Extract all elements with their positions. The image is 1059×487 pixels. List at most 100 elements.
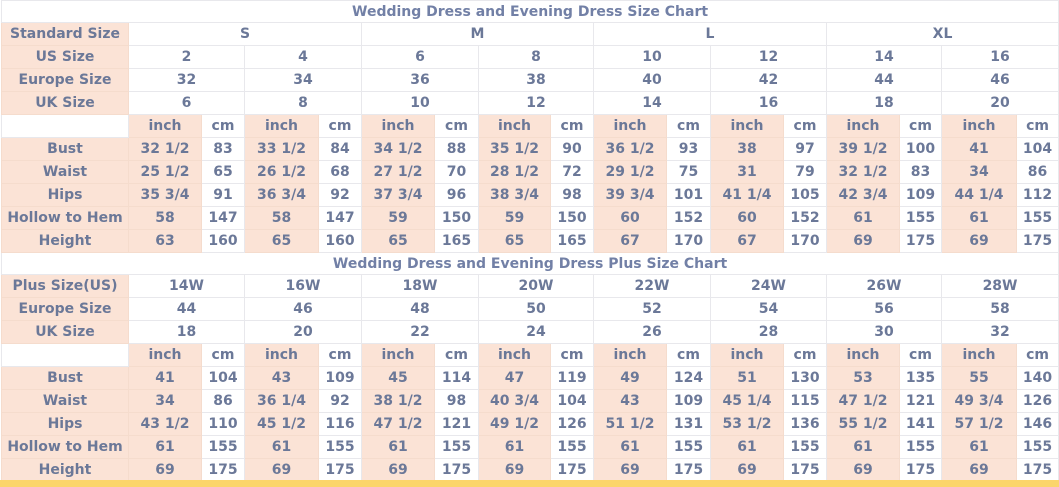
inch-value: 60 — [593, 206, 667, 230]
us-size-cell: 14W — [128, 274, 245, 298]
uk-size-cell: 22 — [361, 320, 479, 344]
cm-value: 155 — [318, 435, 362, 459]
measure-label: Height — [1, 229, 129, 253]
inch-value: 47 1/2 — [826, 389, 900, 413]
measure-label: Hollow to Hem — [1, 206, 129, 230]
inch-value: 61 — [128, 435, 202, 459]
europe-size-cell: 50 — [478, 297, 594, 321]
cm-value: 175 — [201, 458, 245, 482]
measure-row-bust: Bust 32 1/2 83 33 1/2 84 34 1/2 88 35 1/2 90 36 1… — [1, 137, 1059, 161]
europe-size-cell: 40 — [593, 68, 711, 92]
inch-value: 69 — [710, 458, 784, 482]
cm-value: 86 — [1015, 160, 1059, 184]
cm-value: 104 — [201, 366, 245, 390]
inch-value: 59 — [478, 206, 551, 230]
bottom-accent-bar — [0, 480, 1059, 487]
uk-size-cell: 32 — [940, 320, 1059, 344]
cm-value: 175 — [1015, 229, 1059, 253]
measure-row-hips: Hips 43 1/2 110 45 1/2 116 47 1/2 121 49 1/2 126… — [1, 412, 1059, 436]
europe-size-cell: 34 — [244, 68, 362, 92]
cm-value: 101 — [666, 183, 711, 207]
inch-value: 60 — [710, 206, 784, 230]
europe-size-cell: 32 — [128, 68, 245, 92]
inch-value: 38 1/2 — [361, 389, 435, 413]
inch-value: 49 3/4 — [941, 389, 1017, 413]
europe-size-cell: 56 — [826, 297, 942, 321]
inch-value: 55 1/2 — [826, 412, 900, 436]
cm-value: 155 — [434, 435, 479, 459]
europe-size-cell: 46 — [244, 297, 362, 321]
inch-value: 53 1/2 — [710, 412, 784, 436]
us-size-cell: 6 — [361, 45, 479, 69]
unit-header-row: inch cm inch cm inch cm inch cm inch cm inch cm inch… — [1, 343, 1059, 367]
cm-value: 146 — [1015, 412, 1059, 436]
inch-value: 29 1/2 — [593, 160, 667, 184]
cm-value: 98 — [434, 389, 479, 413]
inch-value: 35 3/4 — [128, 183, 202, 207]
unit-inch-header: inch — [593, 114, 667, 138]
row-label-uk-size: UK Size — [1, 320, 129, 344]
inch-value: 58 — [128, 206, 202, 230]
blank-header-cell — [1, 343, 129, 367]
cm-value: 92 — [318, 183, 362, 207]
cm-value: 152 — [666, 206, 711, 230]
inch-value: 69 — [941, 458, 1017, 482]
cm-value: 126 — [550, 412, 594, 436]
measure-label: Waist — [1, 160, 129, 184]
europe-size-cell: 42 — [710, 68, 827, 92]
inch-value: 32 1/2 — [826, 160, 900, 184]
inch-value: 34 — [941, 160, 1017, 184]
cm-value: 150 — [434, 206, 479, 230]
unit-inch-header: inch — [361, 114, 435, 138]
us-size-cell: 20W — [478, 274, 594, 298]
cm-value: 155 — [1015, 435, 1059, 459]
inch-value: 43 1/2 — [128, 412, 202, 436]
cm-value: 109 — [666, 389, 711, 413]
standard-size-cell: L — [593, 22, 827, 46]
cm-value: 170 — [783, 229, 827, 253]
measure-label: Hips — [1, 412, 129, 436]
cm-value: 152 — [783, 206, 827, 230]
unit-cm-header: cm — [550, 343, 594, 367]
inch-value: 61 — [941, 435, 1017, 459]
inch-value: 43 — [244, 366, 319, 390]
measure-row-hips: Hips 35 3/4 91 36 3/4 92 37 3/4 96 38 3/4 98 39 3… — [1, 183, 1059, 207]
uk-size-cell: 26 — [593, 320, 711, 344]
uk-size-cell: 14 — [593, 91, 711, 115]
us-size-row: Plus Size(US) 14W 16W 18W 20W 22W 24W 26W 28W — [1, 274, 1059, 298]
inch-value: 31 — [710, 160, 784, 184]
cm-value: 98 — [550, 183, 594, 207]
cm-value: 175 — [434, 458, 479, 482]
inch-value: 37 3/4 — [361, 183, 435, 207]
unit-cm-header: cm — [201, 114, 245, 138]
unit-inch-header: inch — [244, 114, 319, 138]
cm-value: 91 — [201, 183, 245, 207]
inch-value: 67 — [593, 229, 667, 253]
cm-value: 165 — [434, 229, 479, 253]
cm-value: 72 — [550, 160, 594, 184]
inch-value: 36 1/4 — [244, 389, 319, 413]
cm-value: 141 — [899, 412, 942, 436]
unit-cm-header: cm — [318, 343, 362, 367]
inch-value: 45 1/4 — [710, 389, 784, 413]
uk-size-row: UK Size 18 20 22 24 26 28 30 32 — [1, 320, 1059, 344]
cm-value: 147 — [318, 206, 362, 230]
inch-value: 32 1/2 — [128, 137, 202, 161]
inch-value: 47 1/2 — [361, 412, 435, 436]
europe-size-cell: 44 — [128, 297, 245, 321]
cm-value: 90 — [550, 137, 594, 161]
us-size-cell: 18W — [361, 274, 479, 298]
measure-label: Bust — [1, 137, 129, 161]
us-size-cell: 2 — [128, 45, 245, 69]
inch-value: 65 — [478, 229, 551, 253]
europe-size-cell: 36 — [361, 68, 479, 92]
inch-value: 65 — [244, 229, 319, 253]
cm-value: 104 — [1015, 137, 1059, 161]
uk-size-cell: 12 — [478, 91, 594, 115]
cm-value: 150 — [550, 206, 594, 230]
inch-value: 27 1/2 — [361, 160, 435, 184]
inch-value: 38 — [710, 137, 784, 161]
plus-chart-title: Wedding Dress and Evening Dress Plus Siz… — [0, 252, 1059, 275]
cm-value: 175 — [1015, 458, 1059, 482]
inch-value: 34 — [128, 389, 202, 413]
